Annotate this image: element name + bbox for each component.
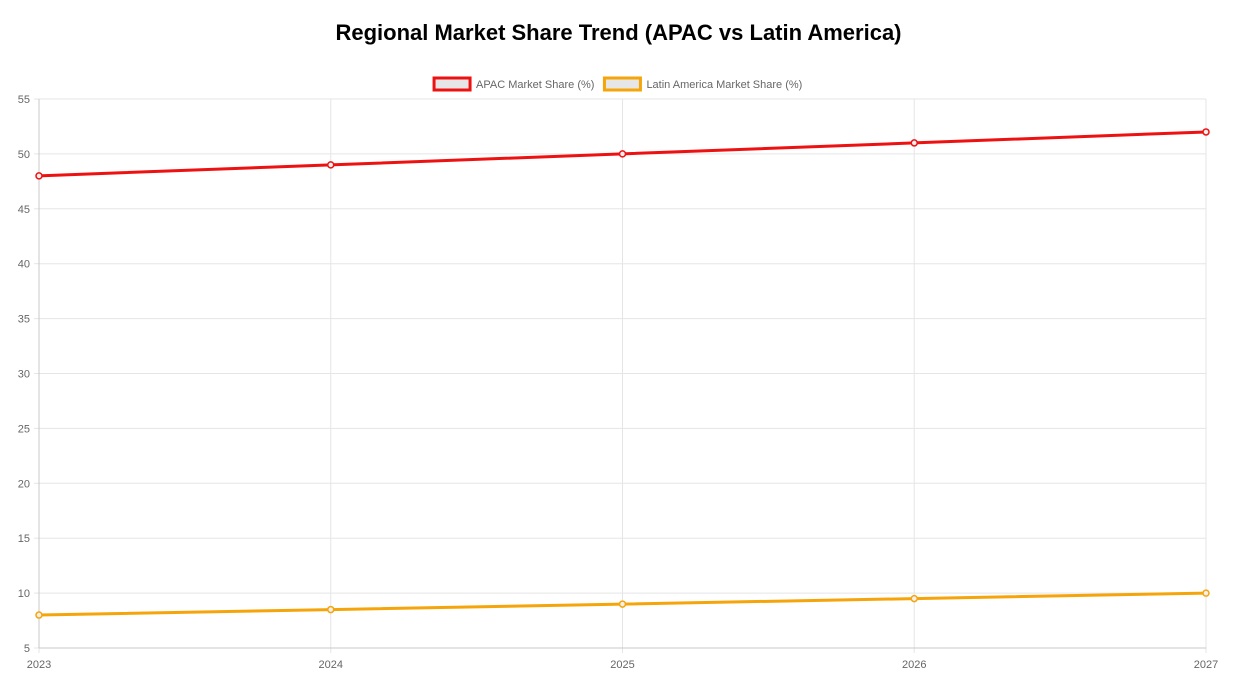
legend-label: Latin America Market Share (%) xyxy=(646,79,802,91)
legend-item-latin-america[interactable]: Latin America Market Share (%) xyxy=(602,76,802,92)
y-tick-label-45: 45 xyxy=(18,204,30,216)
y-tick-label-40: 40 xyxy=(18,259,30,271)
x-tick-label-2024: 2024 xyxy=(319,659,343,671)
chart-title: Regional Market Share Trend (APAC vs Lat… xyxy=(335,20,902,45)
data-point[interactable] xyxy=(910,594,918,603)
y-tick-label-15: 15 xyxy=(18,533,30,545)
legend-swatch xyxy=(602,76,642,92)
y-tick-label-20: 20 xyxy=(18,478,30,490)
x-tick-label-2025: 2025 xyxy=(610,659,634,671)
series-group xyxy=(35,128,1210,619)
data-point[interactable] xyxy=(618,150,627,158)
grid-lines xyxy=(34,98,1207,653)
legend-item-apac[interactable]: APAC Market Share (%) xyxy=(432,76,594,92)
y-tick-label-55: 55 xyxy=(18,94,30,106)
y-tick-label-30: 30 xyxy=(18,369,30,381)
x-axis-ticks: 2023 2024 2025 2026 2027 xyxy=(27,659,1218,671)
legend-swatch xyxy=(432,76,472,92)
data-point[interactable] xyxy=(35,172,43,180)
x-tick-label-2026: 2026 xyxy=(902,659,926,671)
data-point[interactable] xyxy=(1202,128,1210,136)
y-tick-label-35: 35 xyxy=(18,314,30,326)
data-point[interactable] xyxy=(1202,589,1210,597)
y-tick-label-10: 10 xyxy=(18,588,30,600)
data-point[interactable] xyxy=(618,600,627,608)
data-point[interactable] xyxy=(910,139,918,147)
y-tick-label-25: 25 xyxy=(18,423,30,435)
y-tick-label-5: 5 xyxy=(24,643,30,655)
legend[interactable]: APAC Market Share (%) Latin America Marke… xyxy=(432,76,802,92)
data-point[interactable] xyxy=(327,605,335,614)
x-tick-label-2027: 2027 xyxy=(1194,659,1218,671)
data-point[interactable] xyxy=(327,161,335,169)
x-tick-label-2023: 2023 xyxy=(27,659,51,671)
axes xyxy=(38,99,1206,649)
y-axis-ticks: 5 10 15 20 25 30 35 40 45 50 55 xyxy=(18,94,30,655)
legend-label: APAC Market Share (%) xyxy=(476,79,594,91)
y-tick-label-50: 50 xyxy=(18,149,30,161)
data-point[interactable] xyxy=(35,611,43,619)
